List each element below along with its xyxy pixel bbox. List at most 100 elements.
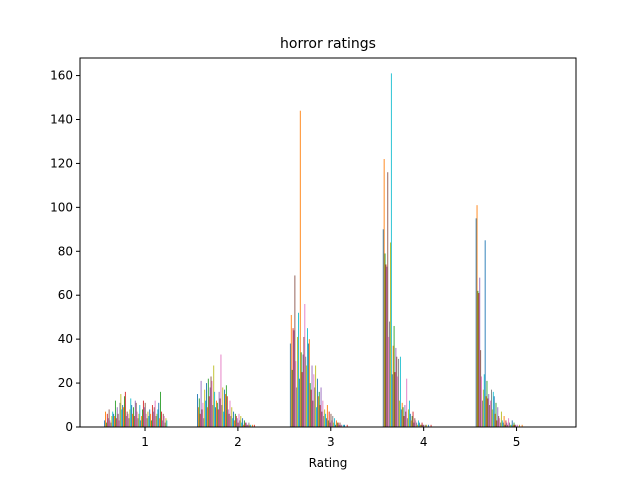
bar-rating-2-series-20 bbox=[215, 407, 216, 427]
bar-rating-1-series-39 bbox=[139, 405, 141, 427]
bar-rating-4-series-42 bbox=[420, 424, 422, 427]
bar-rating-2-series-31 bbox=[225, 394, 226, 427]
bar-rating-3-series-0 bbox=[289, 343, 291, 427]
bar-rating-2-series-41 bbox=[234, 420, 235, 427]
bar-rating-4-series-41 bbox=[419, 424, 421, 427]
bar-rating-5-series-2 bbox=[477, 290, 479, 427]
y-tick-label: 120 bbox=[50, 156, 73, 170]
bar-rating-5-series-28 bbox=[500, 411, 502, 427]
bar-rating-3-series-37 bbox=[323, 416, 325, 427]
bar-rating-5-series-39 bbox=[510, 424, 512, 427]
bar-rating-1-series-40 bbox=[140, 420, 142, 427]
bar-rating-4-series-14 bbox=[395, 347, 397, 427]
bar-rating-5-series-44 bbox=[515, 424, 517, 427]
bar-rating-2-series-50 bbox=[242, 418, 244, 427]
y-tick-label: 100 bbox=[50, 200, 73, 214]
bar-rating-4-series-9 bbox=[390, 73, 392, 427]
bar-rating-2-series-23 bbox=[217, 409, 219, 427]
bar-rating-1-series-34 bbox=[134, 400, 136, 427]
bar-rating-2-series-7 bbox=[203, 418, 205, 427]
bar-rating-4-series-36 bbox=[415, 420, 417, 427]
bar-rating-4-series-32 bbox=[411, 416, 413, 427]
bar-rating-1-series-36 bbox=[136, 411, 138, 427]
bar-rating-3-series-33 bbox=[319, 405, 321, 427]
bar-rating-4-series-13 bbox=[394, 372, 396, 427]
bar-rating-5-series-38 bbox=[509, 424, 511, 427]
bar-rating-3-series-9 bbox=[298, 312, 299, 427]
bar-rating-2-series-48 bbox=[240, 416, 242, 427]
y-axis: 0 20 40 60 80 100 120 140 160 bbox=[50, 69, 80, 434]
bar-rating-4-series-4 bbox=[386, 266, 388, 427]
x-tick-label: 3 bbox=[327, 435, 335, 449]
bar-rating-1-series-13 bbox=[115, 418, 117, 427]
bar-rating-4-series-26 bbox=[406, 378, 408, 427]
bar-rating-2-series-25 bbox=[219, 398, 221, 427]
bar-rating-1-series-3 bbox=[106, 413, 108, 427]
bar-rating-1-series-2 bbox=[105, 422, 107, 427]
bar-rating-5-series-24 bbox=[497, 407, 499, 427]
bar-rating-3-series-18 bbox=[306, 365, 308, 427]
bar-rating-1-series-64 bbox=[161, 420, 163, 427]
bar-rating-2-series-40 bbox=[233, 411, 235, 427]
bar-rating-1-series-50 bbox=[149, 409, 151, 427]
bar-rating-3-series-5 bbox=[294, 275, 296, 427]
bar-rating-5-series-11 bbox=[485, 396, 487, 427]
bar-rating-4-series-10 bbox=[391, 374, 393, 427]
bar-rating-2-series-5 bbox=[201, 409, 203, 427]
bar-rating-3-series-43 bbox=[328, 411, 330, 427]
bar-rating-4-series-21 bbox=[401, 402, 403, 427]
bar-rating-2-series-53 bbox=[244, 422, 246, 427]
bar-rating-2-series-43 bbox=[235, 416, 237, 427]
bar-rating-1-series-22 bbox=[124, 396, 125, 427]
bar-rating-2-series-51 bbox=[243, 424, 244, 427]
bar-rating-3-series-44 bbox=[329, 422, 331, 427]
bar-rating-2-series-42 bbox=[234, 413, 236, 427]
bar-rating-1-series-5 bbox=[108, 409, 110, 427]
bar-rating-4-series-17 bbox=[398, 358, 400, 427]
bar-rating-2-series-24 bbox=[218, 391, 220, 427]
bar-rating-5-series-15 bbox=[489, 405, 491, 427]
bar-rating-5-series-1 bbox=[476, 205, 478, 427]
x-axis: 1 2 3 4 5 bbox=[141, 427, 520, 449]
bar-rating-2-series-3 bbox=[199, 413, 201, 427]
y-tick-label: 40 bbox=[58, 332, 73, 346]
bar-rating-1-series-57 bbox=[155, 416, 157, 427]
bar-rating-5-series-23 bbox=[496, 420, 498, 427]
bar-rating-3-series-34 bbox=[320, 387, 322, 427]
bar-rating-3-series-2 bbox=[291, 369, 293, 427]
bar-rating-2-series-49 bbox=[241, 422, 243, 427]
bar-rating-3-series-60 bbox=[344, 424, 345, 427]
bar-rating-1-series-4 bbox=[107, 418, 109, 427]
bar-rating-2-series-17 bbox=[212, 405, 214, 427]
bar-rating-3-series-32 bbox=[318, 391, 320, 427]
bar-rating-2-series-33 bbox=[226, 396, 228, 427]
bar-rating-4-series-19 bbox=[399, 356, 401, 427]
bar-rating-1-series-38 bbox=[138, 413, 140, 427]
bar-rating-3-series-40 bbox=[326, 418, 327, 427]
bar-rating-2-series-11 bbox=[206, 407, 208, 427]
bar-rating-3-series-35 bbox=[321, 411, 323, 427]
bar-rating-3-series-45 bbox=[330, 413, 332, 427]
bar-rating-3-series-4 bbox=[293, 330, 295, 427]
bar-rating-4-series-8 bbox=[390, 242, 391, 427]
bar-rating-4-series-40 bbox=[418, 422, 420, 427]
bar-rating-5-series-18 bbox=[491, 409, 493, 427]
bar-rating-5-series-22 bbox=[495, 402, 497, 427]
bar-rating-2-series-38 bbox=[231, 407, 233, 427]
bar-rating-2-series-45 bbox=[237, 422, 239, 427]
bar-rating-4-series-11 bbox=[392, 345, 394, 427]
bar-rating-2-series-63 bbox=[253, 424, 255, 427]
bar-rating-4-series-1 bbox=[383, 159, 385, 428]
bar-rating-1-series-54 bbox=[152, 411, 154, 427]
bar-rating-2-series-13 bbox=[208, 396, 210, 427]
bar-rating-3-series-11 bbox=[299, 110, 301, 427]
bar-rating-4-series-53 bbox=[430, 424, 432, 427]
bar-rating-1-series-24 bbox=[125, 416, 127, 427]
bar-rating-2-series-27 bbox=[221, 405, 223, 427]
bar-rating-5-series-30 bbox=[502, 422, 504, 427]
bar-rating-4-series-48 bbox=[426, 424, 428, 427]
bar-rating-5-series-12 bbox=[486, 380, 488, 427]
bar-rating-2-series-54 bbox=[245, 422, 247, 427]
bar-rating-1-series-1 bbox=[105, 411, 106, 427]
bar-rating-4-series-37 bbox=[416, 422, 418, 427]
